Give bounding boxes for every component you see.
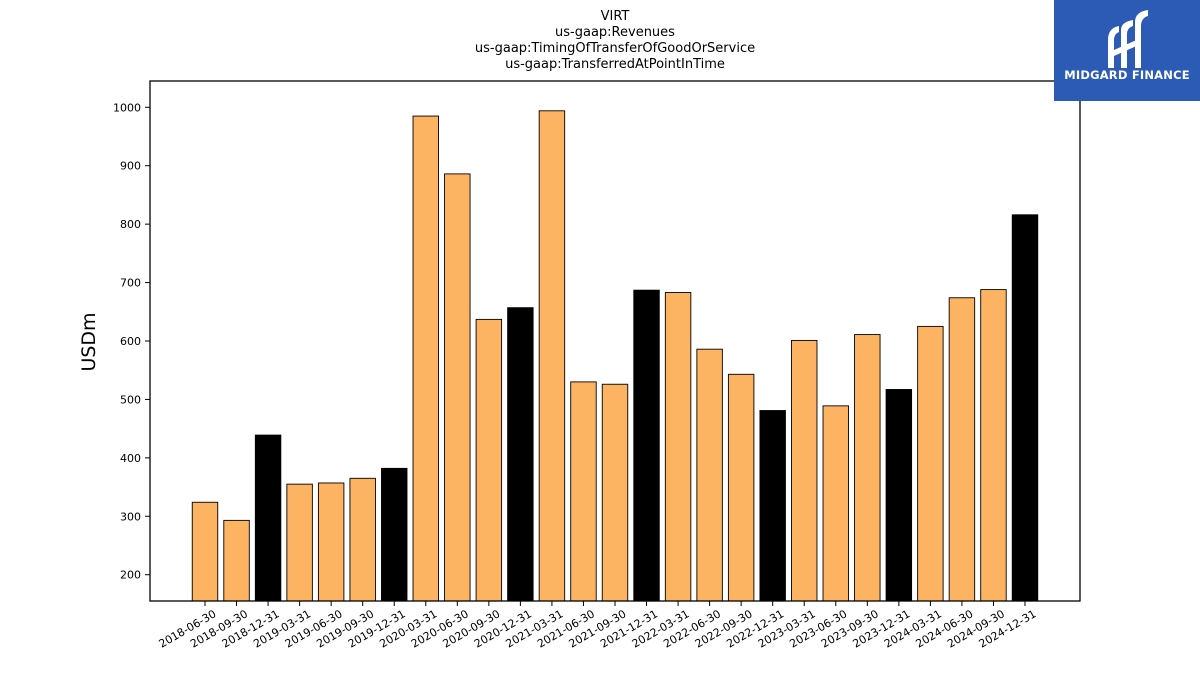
bar-2023-03-31 [791, 339, 818, 602]
title-line-4: us-gaap:TransferredAtPointInTime [505, 57, 725, 72]
bar-2022-12-31 [759, 410, 786, 602]
plot-frame [149, 80, 1081, 602]
y-tick-label: 600 [120, 335, 141, 348]
bar-2019-03-31 [286, 483, 313, 602]
y-tick-label: 300 [120, 510, 141, 523]
logo-text: MIDGARD FINANCE [1064, 68, 1190, 82]
bar-2019-12-31 [381, 467, 408, 602]
bar-2024-12-31 [1011, 214, 1039, 602]
midgard-finance-logo: MIDGARD FINANCE [1054, 0, 1200, 101]
y-tick-label: 900 [120, 160, 141, 173]
y-tick-label: 400 [120, 452, 141, 465]
bar-2022-09-30 [727, 373, 755, 602]
bar-2020-06-30 [444, 173, 471, 602]
title-line-1: VIRT [601, 9, 630, 24]
y-tick-label: 500 [120, 393, 141, 406]
bar-2023-06-30 [822, 405, 849, 602]
bar-2023-12-31 [885, 389, 913, 602]
title-line-3: us-gaap:TimingOfTransferOfGoodOrService [475, 41, 755, 56]
y-axis: 200 300 400 500 600 700 800 900 1000 [113, 101, 150, 582]
bar-2024-09-30 [980, 289, 1007, 602]
bars-group [191, 110, 1039, 602]
bar-2018-09-30 [223, 519, 250, 602]
bar-2018-12-31 [254, 434, 282, 602]
bar-2022-03-31 [664, 292, 692, 602]
bar-2018-06-30 [191, 501, 219, 602]
bar-2024-06-30 [948, 297, 976, 602]
y-tick-label: 700 [120, 277, 141, 290]
bar-2019-09-30 [349, 477, 376, 602]
y-axis-label: USDm [78, 312, 100, 371]
bar-2020-12-31 [507, 307, 534, 602]
bar-2021-03-31 [538, 110, 566, 602]
bar-2020-03-31 [412, 115, 439, 602]
x-axis: 2018-06-302018-09-302018-12-312019-03-31… [157, 601, 1039, 651]
bar-2021-12-31 [633, 289, 660, 602]
bar-2021-06-30 [570, 381, 597, 602]
bar-2020-09-30 [475, 318, 503, 602]
chart-title: VIRT us-gaap:Revenues us-gaap:TimingOfTr… [475, 9, 755, 72]
y-tick-label: 200 [120, 569, 141, 582]
bar-2019-06-30 [317, 482, 345, 602]
logo-mark-icon [1108, 10, 1148, 68]
bar-2021-09-30 [601, 383, 629, 602]
y-tick-label: 1000 [113, 101, 141, 114]
y-tick-label: 800 [120, 218, 141, 231]
bar-2024-03-31 [917, 325, 944, 602]
title-line-2: us-gaap:Revenues [555, 25, 675, 40]
bar-2023-09-30 [854, 334, 881, 602]
bar-2022-06-30 [696, 348, 723, 602]
